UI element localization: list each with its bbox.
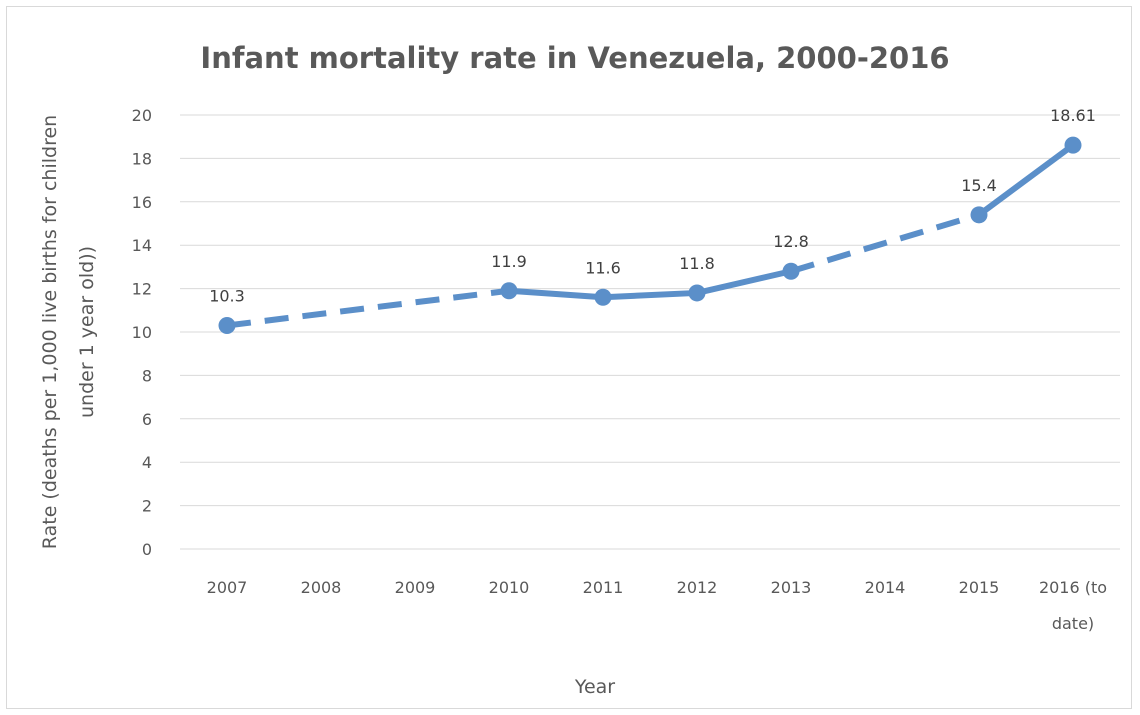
series-segment-dashed — [790, 211, 980, 275]
series-segment — [506, 287, 606, 301]
data-label: 15.4 — [961, 176, 997, 195]
y-axis-ticks: 0 2 4 6 8 10 12 14 16 18 20 — [132, 106, 152, 559]
series-segment-dashed — [226, 287, 510, 329]
data-point — [970, 206, 988, 224]
data-point — [688, 284, 706, 302]
data-point — [500, 282, 518, 300]
data-label: 10.3 — [209, 286, 245, 305]
y-axis-title-line: Rate (deaths per 1,000 live births for c… — [39, 115, 61, 549]
data-label: 11.6 — [585, 258, 621, 277]
x-tick-label: 2012 — [677, 578, 718, 597]
y-axis-title: Rate (deaths per 1,000 live births for c… — [39, 115, 98, 549]
x-tick-label-line: 2008 — [301, 578, 342, 597]
data-label: 11.8 — [679, 254, 715, 273]
x-tick-label-line: 2012 — [677, 578, 718, 597]
chart-title: Infant mortality rate in Venezuela, 2000… — [200, 41, 949, 75]
y-tick-label: 12 — [132, 280, 152, 299]
data-point — [782, 262, 800, 280]
series-points — [218, 136, 1082, 334]
x-tick-label: 2008 — [301, 578, 342, 597]
y-tick-label: 8 — [142, 366, 152, 385]
x-tick-label-line: 2009 — [395, 578, 436, 597]
data-point — [218, 316, 236, 334]
x-tick-label: 2007 — [207, 578, 248, 597]
x-tick-label-line: 2013 — [771, 578, 812, 597]
x-tick-label: 2016 (to date) — [1039, 578, 1107, 633]
y-axis-title-line: under 1 year old)) — [76, 246, 98, 418]
series-segment — [600, 289, 700, 301]
x-tick-label: 2015 — [959, 578, 1000, 597]
series-line — [226, 142, 1076, 329]
y-tick-label: 10 — [132, 323, 152, 342]
data-point — [594, 288, 612, 306]
y-tick-label: 0 — [142, 540, 152, 559]
x-tick-label: 2009 — [395, 578, 436, 597]
x-axis-title: Year — [574, 676, 615, 698]
x-axis-ticks: 2007 2008 2009 2010 2011 2012 2013 2014 2015 2016… — [207, 578, 1107, 633]
x-tick-label-line: 2007 — [207, 578, 248, 597]
data-point — [1064, 136, 1082, 154]
gridlines — [180, 114, 1120, 550]
data-label: 11.9 — [491, 252, 527, 271]
x-tick-label-line: 2010 — [489, 578, 530, 597]
x-tick-label-line: 2014 — [865, 578, 906, 597]
x-tick-label-line: 2016 (to — [1039, 578, 1107, 597]
y-tick-label: 20 — [132, 106, 152, 125]
x-tick-label: 2013 — [771, 578, 812, 597]
data-label: 18.61 — [1050, 106, 1096, 125]
x-tick-label: 2010 — [489, 578, 530, 597]
y-tick-label: 4 — [142, 453, 152, 472]
x-tick-label-line: 2015 — [959, 578, 1000, 597]
y-tick-label: 2 — [142, 497, 152, 516]
series-segment — [694, 268, 794, 296]
y-tick-label: 14 — [132, 236, 152, 255]
x-tick-label-line: 2011 — [583, 578, 624, 597]
x-tick-label: 2011 — [583, 578, 624, 597]
x-tick-label: 2014 — [865, 578, 906, 597]
series-segment — [976, 142, 1076, 218]
y-tick-label: 18 — [132, 149, 152, 168]
y-tick-label: 6 — [142, 410, 152, 429]
x-tick-label-line: date) — [1052, 614, 1094, 633]
chart-frame — [6, 6, 1132, 709]
data-labels: 10.3 11.9 11.6 11.8 12.8 15.4 18.61 — [209, 106, 1096, 305]
data-label: 12.8 — [773, 232, 809, 251]
y-tick-label: 16 — [132, 193, 152, 212]
